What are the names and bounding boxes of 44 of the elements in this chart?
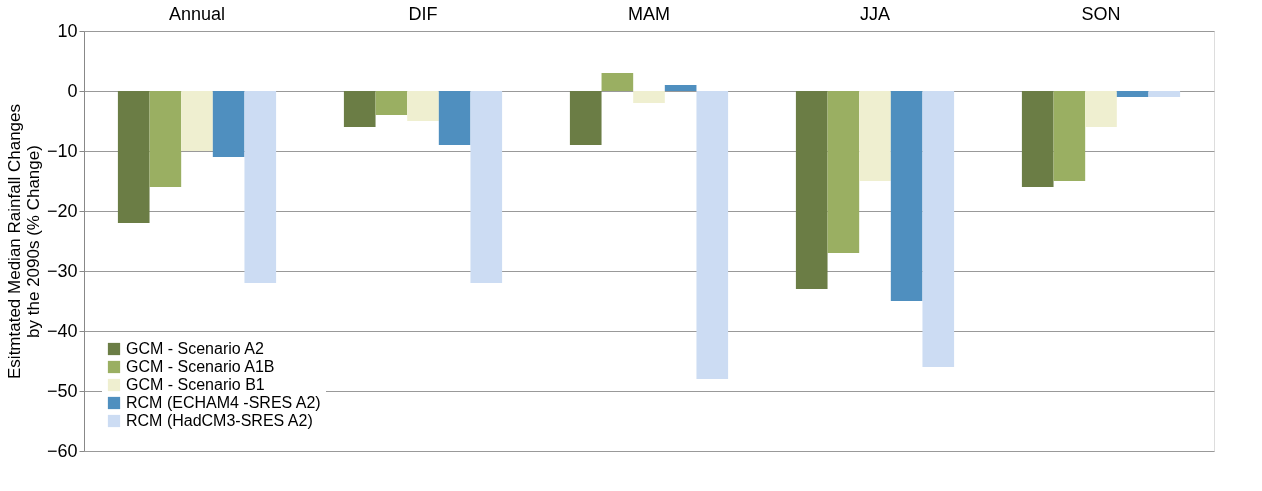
bar bbox=[1116, 91, 1149, 97]
x-tick-label: Annual bbox=[168, 3, 226, 24]
x-tick-label: JJA bbox=[859, 3, 891, 24]
x-tick-label: MAM bbox=[628, 3, 670, 24]
bar bbox=[375, 91, 408, 115]
bar bbox=[859, 91, 891, 181]
bar bbox=[664, 85, 697, 91]
bar bbox=[922, 91, 955, 367]
bar bbox=[212, 91, 245, 157]
y-tick-label: −60 bbox=[46, 440, 78, 461]
y-tick-label: −40 bbox=[46, 320, 78, 341]
x-tick-label: SON bbox=[1081, 3, 1121, 24]
bar bbox=[470, 91, 503, 283]
bar bbox=[633, 91, 665, 103]
y-tick-label: −20 bbox=[46, 200, 78, 221]
y-tick-label: −50 bbox=[46, 380, 78, 401]
bar bbox=[407, 91, 439, 121]
legend-label: GCM - Scenario B1 bbox=[126, 376, 265, 393]
bar bbox=[149, 91, 182, 187]
bar bbox=[696, 91, 729, 379]
bar bbox=[890, 91, 923, 301]
bar bbox=[1021, 91, 1054, 187]
x-tick-label: DIF bbox=[408, 3, 438, 24]
bar bbox=[827, 91, 860, 253]
bar bbox=[601, 73, 634, 91]
y-tick-label: 0 bbox=[67, 80, 78, 101]
bar bbox=[117, 91, 150, 223]
bar bbox=[181, 91, 213, 151]
bar bbox=[569, 91, 602, 145]
legend-label: RCM (ECHAM4 -SRES A2) bbox=[126, 394, 321, 411]
bar bbox=[438, 91, 471, 145]
y-tick-label: −10 bbox=[46, 140, 78, 161]
y-axis-title: Esitmtated Median Rainfall Changes by the 2090s (% Change) bbox=[4, 104, 43, 379]
bar bbox=[244, 91, 277, 283]
legend-label: RCM (HadCM3-SRES A2) bbox=[126, 412, 313, 429]
bar bbox=[795, 91, 828, 289]
y-tick-label: −30 bbox=[46, 260, 78, 281]
bar bbox=[1148, 91, 1181, 97]
legend-label: GCM - Scenario A2 bbox=[126, 340, 264, 357]
bar bbox=[343, 91, 376, 127]
bar bbox=[1085, 91, 1117, 127]
y-tick-label: 10 bbox=[57, 20, 78, 41]
legend-label: GCM - Scenario A1B bbox=[126, 358, 275, 375]
bar bbox=[1053, 91, 1086, 181]
